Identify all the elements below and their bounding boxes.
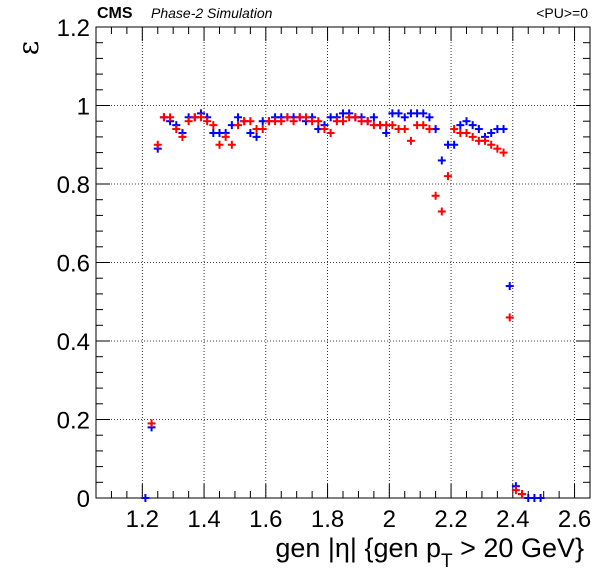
- data-point: [437, 207, 446, 216]
- data-series: [141, 109, 545, 502]
- data-point: [462, 128, 471, 137]
- data-point: [425, 125, 434, 134]
- y-tick-label: 0.6: [57, 251, 90, 278]
- data-point: [505, 313, 514, 322]
- data-point: [511, 486, 520, 495]
- data-point: [147, 419, 156, 428]
- y-tick-label: 1: [77, 94, 90, 121]
- data-point: [493, 144, 502, 153]
- experiment-label: CMS: [97, 5, 133, 22]
- data-point: [227, 140, 236, 149]
- y-tick-label: 0.4: [57, 329, 90, 356]
- y-tick-labels: 0 0.2 0.4 0.6 0.8 1 1.2: [57, 15, 90, 513]
- x-axis-label-suffix: > 20 GeV}: [453, 533, 584, 563]
- data-point: [419, 121, 428, 130]
- simulation-label: Phase-2 Simulation: [151, 5, 273, 21]
- x-tick-labels: 1.2 1.4 1.6 1.8 2 2.2 2.4 2.6: [126, 506, 592, 533]
- data-point: [172, 125, 181, 134]
- data-point: [400, 113, 409, 122]
- data-point: [283, 113, 292, 122]
- data-point: [443, 172, 452, 181]
- data-point: [431, 191, 440, 200]
- data-point: [153, 140, 162, 149]
- data-point: [184, 117, 193, 126]
- data-point: [196, 113, 205, 122]
- data-point: [425, 113, 434, 122]
- data-point: [246, 117, 255, 126]
- data-point: [505, 282, 514, 291]
- data-point: [468, 121, 477, 130]
- x-axis-label: gen |η| {gen pT > 20 GeV}: [275, 533, 584, 572]
- data-point: [252, 132, 261, 141]
- data-point: [320, 125, 329, 134]
- y-axis-label: ε: [12, 41, 45, 56]
- data-point: [406, 136, 415, 145]
- data-point: [314, 117, 323, 126]
- data-point: [209, 121, 218, 130]
- data-point: [363, 117, 372, 126]
- data-point: [166, 113, 175, 122]
- data-point: [487, 128, 496, 137]
- data-point: [215, 140, 224, 149]
- data-point: [437, 156, 446, 165]
- x-tick-label: 1.6: [249, 506, 282, 533]
- y-tick-label: 0.8: [57, 172, 90, 199]
- data-point: [536, 494, 545, 502]
- data-point: [234, 113, 243, 122]
- x-axis-label-prefix: gen |η| {gen p: [275, 533, 441, 563]
- series-1: [141, 109, 545, 502]
- y-tick-label: 1.2: [57, 15, 90, 42]
- data-point: [450, 140, 459, 149]
- data-point: [499, 148, 508, 157]
- data-point: [339, 117, 347, 126]
- x-tick-label: 2: [383, 506, 396, 533]
- data-point: [178, 132, 187, 141]
- pileup-label: <PU>=0: [536, 5, 588, 21]
- x-tick-label: 1.8: [311, 506, 344, 533]
- grid: [96, 26, 590, 499]
- data-point: [221, 132, 230, 141]
- data-point: [388, 121, 397, 130]
- x-tick-label: 1.2: [126, 506, 159, 533]
- data-point: [450, 125, 459, 134]
- x-tick-label: 2.4: [496, 506, 529, 533]
- data-point: [499, 125, 508, 134]
- data-point: [277, 117, 286, 126]
- y-tick-label: 0: [77, 486, 90, 513]
- data-point: [234, 121, 243, 130]
- data-point: [468, 132, 477, 141]
- data-point: [203, 117, 212, 126]
- data-point: [400, 125, 409, 134]
- x-tick-label: 2.2: [434, 506, 467, 533]
- data-point: [351, 113, 360, 122]
- data-point: [326, 128, 335, 137]
- x-axis-label-subscript: T: [441, 551, 453, 572]
- data-point: [382, 128, 391, 137]
- data-point: [487, 140, 496, 149]
- data-point: [456, 121, 465, 130]
- data-point: [289, 117, 298, 126]
- series-2: [147, 113, 527, 499]
- data-point: [141, 494, 150, 502]
- data-point: [518, 490, 527, 499]
- x-tick-label: 2.6: [558, 506, 591, 533]
- data-point: [419, 109, 428, 118]
- y-tick-label: 0.2: [57, 408, 90, 435]
- plot-frame: [95, 26, 591, 499]
- data-point: [481, 136, 490, 145]
- data-point: [369, 113, 378, 122]
- data-point: [462, 117, 471, 126]
- data-point: [474, 125, 483, 134]
- x-tick-label: 1.4: [187, 506, 220, 533]
- data-point: [301, 113, 310, 122]
- data-point: [246, 128, 255, 137]
- data-point: [394, 109, 403, 118]
- data-point: [258, 125, 267, 134]
